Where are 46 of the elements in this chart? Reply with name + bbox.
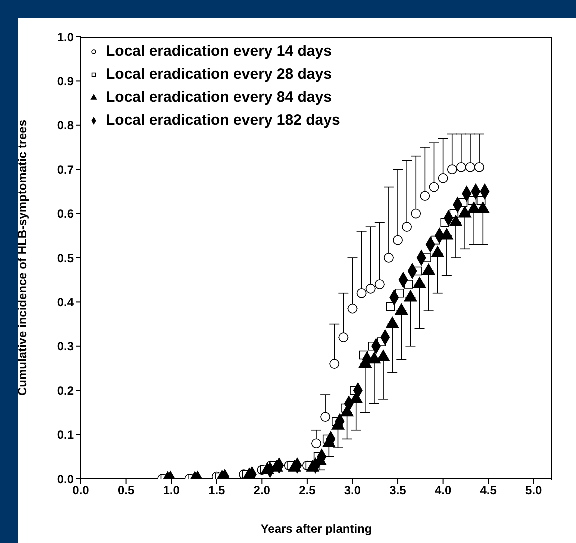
point — [474, 162, 484, 172]
x-tick-label: 2.5 — [299, 484, 316, 498]
point — [374, 280, 385, 290]
x-tick-label: 2.0 — [254, 484, 271, 498]
y-tick-label: 0.2 — [57, 384, 74, 398]
y-tick-label: 0.5 — [57, 251, 74, 266]
y-tick-label: 0.1 — [57, 428, 74, 442]
point — [338, 332, 349, 342]
y-tick-label: 0.4 — [57, 295, 74, 310]
point — [429, 182, 440, 192]
point — [330, 359, 340, 369]
legend-label: Local eradication every 84 days — [106, 88, 332, 108]
x-tick-label: 1.5 — [208, 484, 226, 498]
legend-label: Local eradication every 14 days — [106, 42, 332, 62]
legend-label: Local eradication every 28 days — [106, 65, 332, 85]
y-tick-label: 1.0 — [57, 30, 74, 44]
point — [466, 162, 476, 172]
legend-label: Local eradication every 182 days — [106, 111, 340, 131]
point — [356, 288, 367, 298]
point — [402, 222, 412, 232]
point — [377, 350, 390, 362]
point — [386, 302, 396, 312]
x-tick-label: 5.0 — [526, 484, 543, 498]
y-tick-label: 0.0 — [57, 472, 74, 486]
y-tick-label: 0.3 — [57, 340, 74, 354]
x-tick-label: 4.0 — [434, 484, 452, 498]
x-axis-title: Years after planting — [260, 522, 372, 536]
point — [348, 304, 358, 314]
point — [384, 253, 394, 263]
y-tick-label: 0.7 — [57, 162, 74, 177]
point — [438, 174, 448, 184]
x-tick-label: 0.0 — [72, 484, 90, 498]
point — [420, 191, 430, 202]
x-tick-label: 1.0 — [163, 484, 180, 498]
point — [320, 412, 330, 422]
point — [393, 235, 403, 246]
point — [366, 284, 376, 294]
y-tick-label: 0.9 — [57, 74, 74, 88]
point — [411, 208, 422, 219]
y-tick-label: 0.6 — [57, 207, 74, 222]
y-axis-title: Cumulative incidence of HLB-symptomatic trees — [15, 120, 30, 396]
y-tick-label: 0.8 — [57, 118, 74, 133]
x-tick-label: 4.5 — [480, 484, 498, 498]
x-tick-label: 0.5 — [118, 484, 135, 498]
x-tick-label: 3.5 — [390, 484, 407, 498]
x-tick-label: 3.0 — [344, 484, 362, 498]
